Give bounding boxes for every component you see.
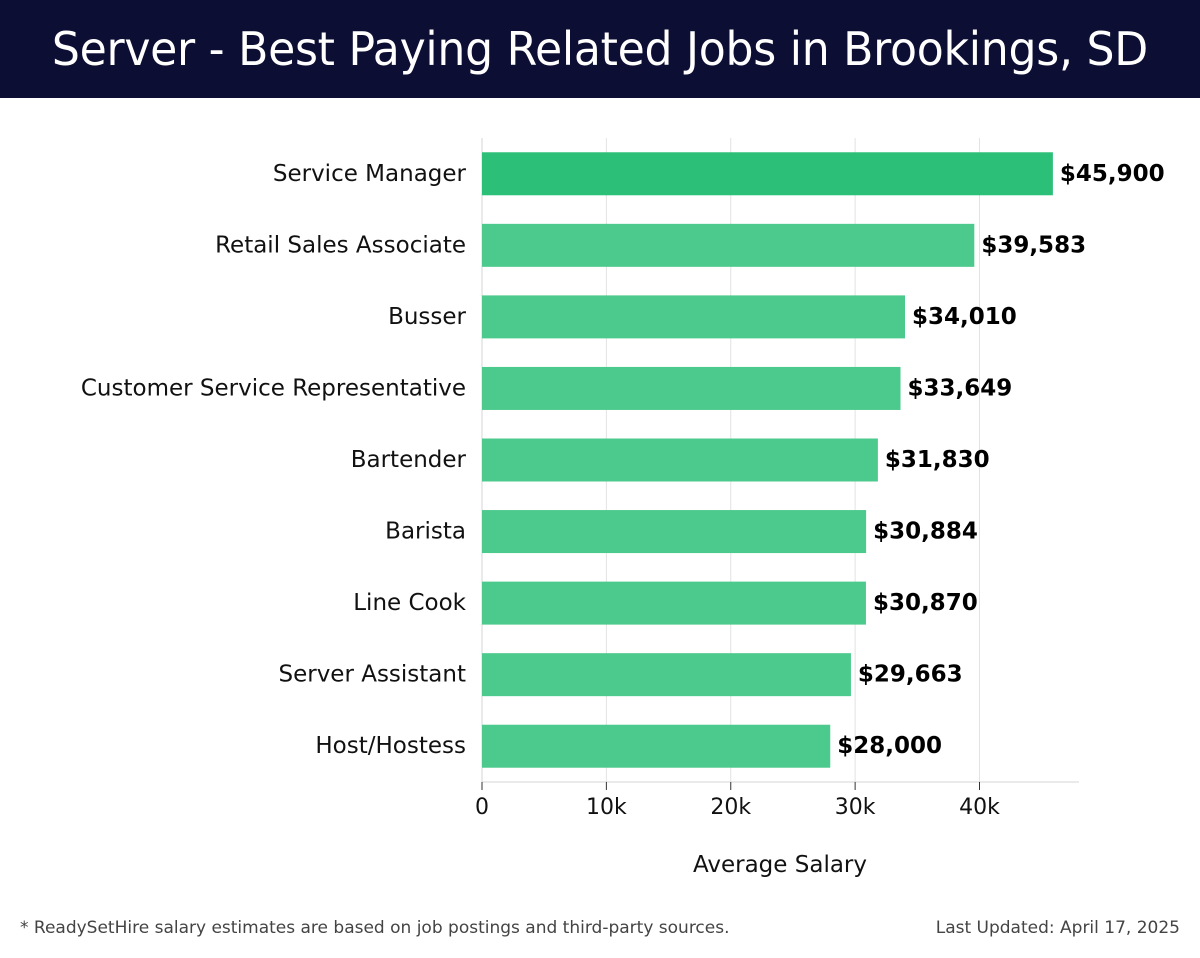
value-label: $34,010: [912, 304, 1017, 330]
category-label: Bartender: [351, 447, 467, 473]
x-tick-label: 0: [475, 795, 489, 820]
bar: [482, 152, 1053, 196]
x-axis-label: Average Salary: [693, 852, 867, 878]
value-labels: $45,900 $39,583 $34,010 $33,649 $31,830 $30,8…: [837, 161, 1164, 759]
bar: [482, 724, 831, 768]
x-tick-label: 10k: [586, 795, 627, 820]
bar: [482, 438, 878, 482]
value-label: $29,663: [858, 662, 963, 688]
category-label: Barista: [385, 519, 466, 545]
value-label: $45,900: [1060, 161, 1165, 187]
title-banner: Server - Best Paying Related Jobs in Bro…: [0, 0, 1200, 98]
last-updated: Last Updated: April 17, 2025: [935, 918, 1180, 938]
value-label: $30,884: [873, 519, 978, 545]
footnote: * ReadySetHire salary estimates are base…: [20, 918, 730, 938]
salary-bar-chart: Service Manager Retail Sales Associate Bus…: [81, 138, 1165, 878]
bars: [482, 152, 1053, 768]
value-label: $31,830: [885, 447, 990, 473]
x-tick-label: 30k: [835, 795, 876, 820]
category-labels: Service Manager Retail Sales Associate Bus…: [81, 161, 467, 759]
bar: [482, 295, 905, 339]
category-label: Customer Service Representative: [81, 375, 466, 401]
x-tick-label: 20k: [710, 795, 751, 820]
bar: [482, 223, 975, 267]
value-label: $33,649: [908, 375, 1013, 401]
category-label: Service Manager: [273, 161, 467, 187]
value-label: $39,583: [981, 232, 1086, 258]
value-label: $30,870: [873, 590, 978, 616]
bar: [482, 366, 901, 410]
bar: [482, 653, 851, 697]
x-tick-label: 40k: [959, 795, 1000, 820]
category-label: Retail Sales Associate: [215, 232, 466, 258]
category-label: Busser: [388, 304, 466, 330]
x-axis-ticks: 0 10k 20k 30k 40k: [475, 782, 1000, 820]
bar: [482, 510, 867, 554]
category-label: Server Assistant: [278, 662, 466, 688]
category-label: Host/Hostess: [315, 733, 466, 759]
value-label: $28,000: [837, 733, 942, 759]
bar: [482, 581, 866, 625]
page-title: Server - Best Paying Related Jobs in Bro…: [51, 22, 1149, 76]
category-label: Line Cook: [353, 590, 466, 616]
